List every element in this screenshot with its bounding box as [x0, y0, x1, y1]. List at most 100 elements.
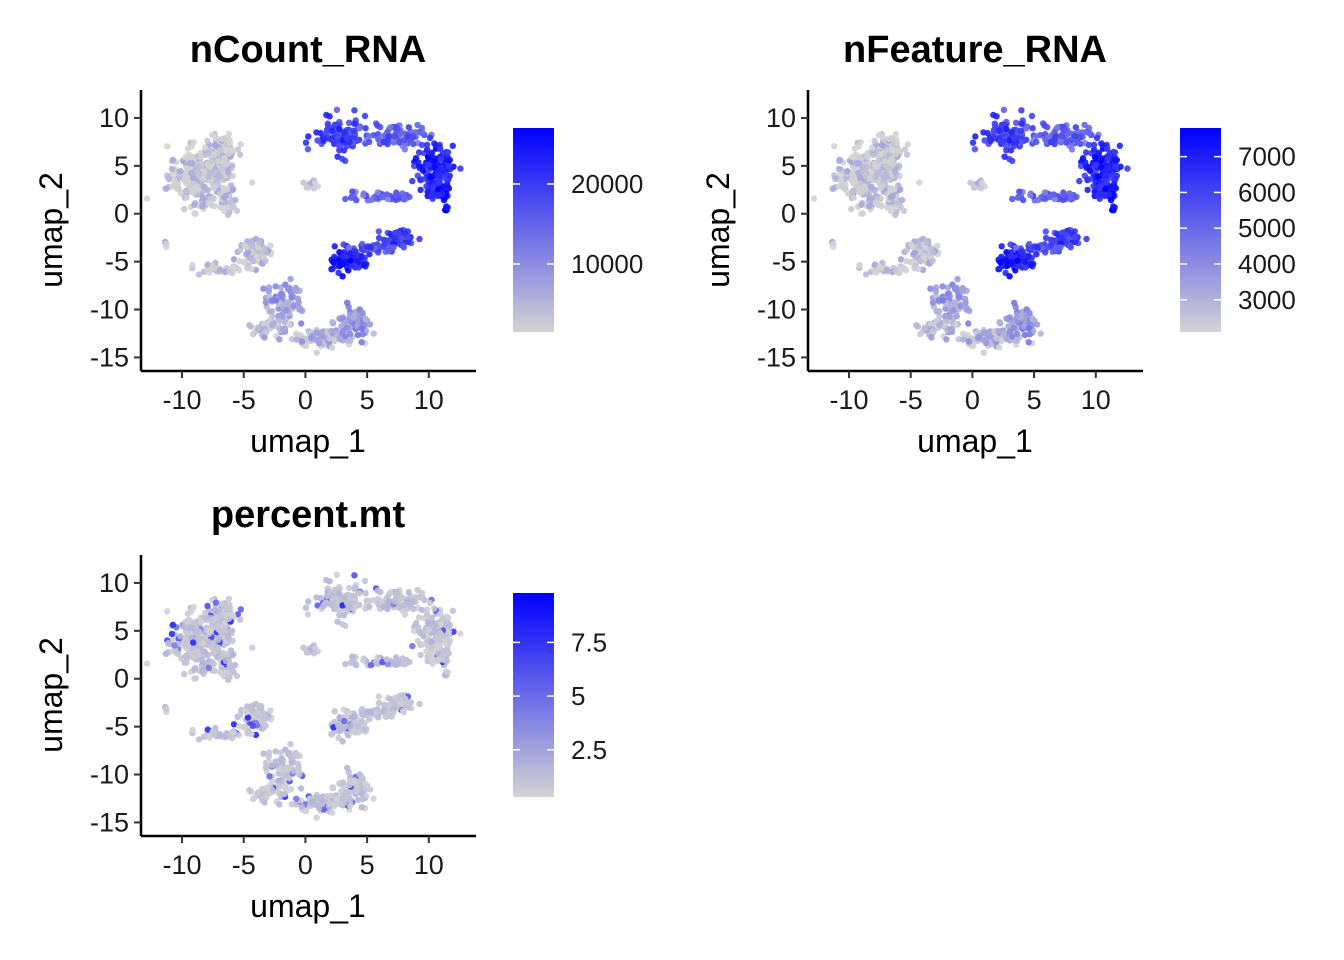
- data-point: [225, 267, 233, 275]
- data-point: [374, 189, 382, 196]
- data-point: [1109, 175, 1116, 182]
- data-point: [293, 795, 300, 802]
- data-point: [1033, 321, 1041, 328]
- data-point: [267, 707, 274, 714]
- data-point: [246, 322, 253, 329]
- data-point: [932, 287, 939, 295]
- data-point: [308, 334, 315, 341]
- data-point: [1048, 241, 1055, 248]
- data-point: [244, 249, 252, 256]
- data-point: [1011, 135, 1018, 142]
- y-tick-label: -15: [90, 342, 129, 372]
- data-point: [181, 173, 189, 180]
- y-tick-label: -5: [105, 247, 129, 277]
- data-point: [908, 259, 915, 266]
- data-point: [244, 730, 251, 737]
- data-point: [336, 315, 343, 322]
- data-point: [360, 192, 367, 199]
- data-point: [943, 336, 950, 343]
- data-point: [1084, 186, 1091, 194]
- data-point: [1003, 336, 1011, 343]
- data-point: [329, 809, 336, 816]
- data-point: [1095, 150, 1102, 157]
- data-point: [328, 327, 335, 335]
- data-point: [211, 142, 219, 149]
- data-point: [355, 264, 362, 271]
- data-point: [400, 136, 408, 143]
- data-point: [387, 124, 394, 131]
- data-point: [329, 127, 336, 134]
- data-point: [1124, 165, 1131, 172]
- data-point: [163, 705, 170, 712]
- data-point: [395, 137, 403, 144]
- data-point: [1031, 243, 1038, 250]
- data-point: [1076, 177, 1083, 185]
- data-point: [195, 171, 203, 178]
- data-point: [182, 188, 189, 195]
- color-legend: 20000 10000: [513, 128, 643, 332]
- data-point: [347, 722, 354, 729]
- data-point: [969, 139, 977, 146]
- data-point: [400, 659, 407, 666]
- data-point: [185, 177, 192, 184]
- data-point: [237, 141, 244, 148]
- data-point: [181, 638, 189, 645]
- data-point: [878, 202, 885, 210]
- data-point: [862, 171, 870, 178]
- data-point: [283, 307, 290, 314]
- data-point: [347, 257, 354, 264]
- data-point: [410, 140, 417, 148]
- data-point: [351, 777, 358, 784]
- data-point: [199, 668, 206, 675]
- data-point: [206, 628, 213, 635]
- data-point: [1090, 183, 1097, 190]
- data-point: [230, 186, 237, 193]
- data-point: [1021, 331, 1029, 339]
- data-point: [362, 590, 369, 597]
- data-point: [929, 328, 936, 336]
- colorbar: [513, 593, 554, 797]
- data-point: [1014, 257, 1021, 264]
- data-point: [417, 651, 424, 659]
- data-point: [186, 160, 194, 167]
- data-point: [351, 585, 358, 592]
- data-point: [1025, 253, 1032, 260]
- data-point: [189, 186, 196, 193]
- data-point: [871, 137, 878, 145]
- data-point: [324, 120, 331, 127]
- panel-ncount-rna: nCount_RNA 10 5 0 -5 -10 -15 -10 -5 0 5 10 umap_1…: [33, 29, 643, 459]
- data-point: [281, 325, 289, 332]
- data-point: [353, 196, 360, 204]
- data-point: [262, 793, 269, 801]
- data-point: [256, 239, 263, 246]
- data-point: [449, 607, 456, 614]
- data-point: [852, 177, 859, 184]
- data-point: [934, 242, 941, 249]
- data-point: [884, 147, 891, 154]
- x-tick-label: 0: [965, 385, 980, 415]
- data-point: [230, 612, 237, 620]
- data-point: [358, 339, 365, 346]
- data-point: [853, 160, 861, 167]
- data-point: [333, 571, 341, 578]
- data-point: [405, 589, 412, 596]
- y-tick-label: 0: [114, 199, 129, 229]
- data-point: [375, 234, 383, 242]
- data-point: [889, 192, 896, 199]
- data-point: [296, 306, 303, 313]
- data-point: [362, 780, 369, 787]
- data-point: [221, 155, 228, 162]
- data-point: [334, 618, 341, 625]
- data-point: [390, 709, 397, 716]
- colorbar-label: 4000: [1238, 249, 1296, 279]
- data-point: [409, 642, 416, 650]
- data-point: [347, 802, 354, 809]
- data-point: [965, 338, 973, 345]
- data-point: [387, 589, 394, 596]
- data-point: [1102, 166, 1110, 174]
- data-point: [313, 794, 321, 801]
- data-point: [858, 210, 865, 217]
- data-point: [1007, 241, 1014, 248]
- scatter-points: [810, 106, 1131, 356]
- data-point: [288, 294, 295, 301]
